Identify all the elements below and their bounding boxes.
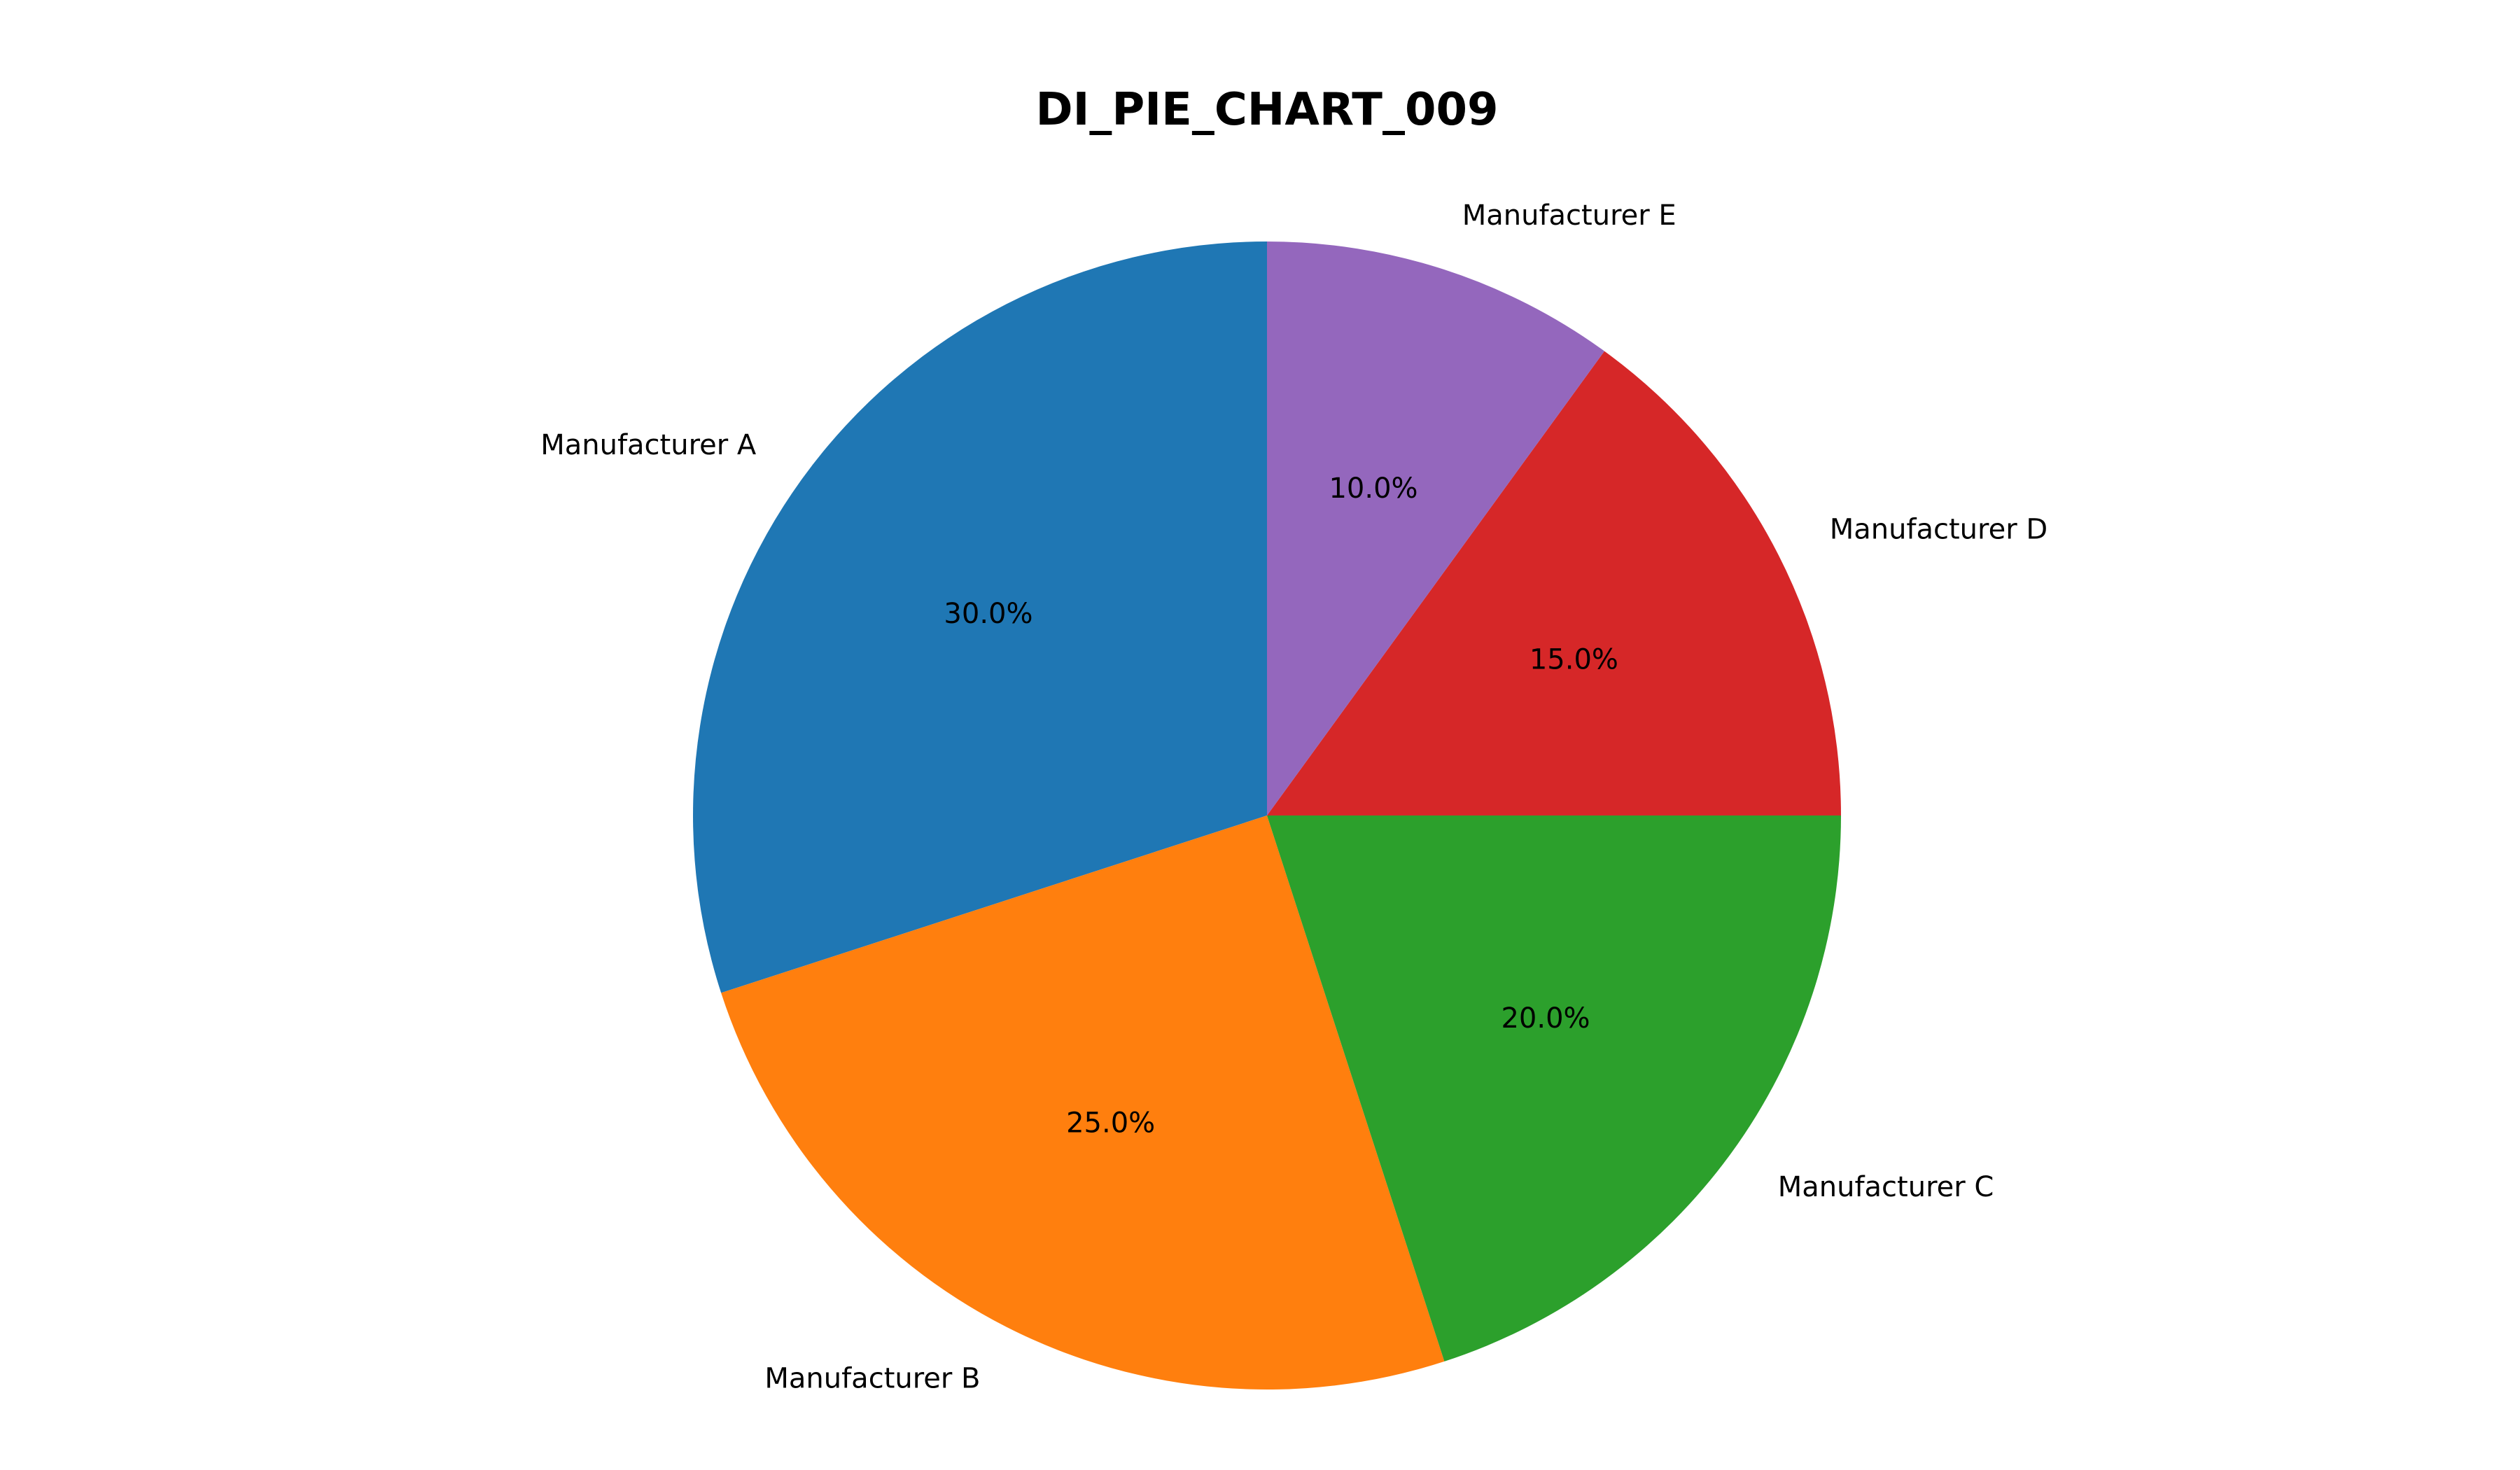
- slice-label: Manufacturer D: [1830, 514, 2047, 546]
- slice-label: Manufacturer E: [1462, 200, 1676, 232]
- slice-percent-label: 15.0%: [1530, 644, 1618, 676]
- slices-layer: [693, 241, 1841, 1390]
- pie-slice-manufacturer-a: [693, 241, 1267, 993]
- chart-title: DI_PIE_CHART_009: [1035, 84, 1498, 136]
- slice-percent-label: 25.0%: [1066, 1107, 1155, 1139]
- pie-slice-manufacturer-b: [721, 816, 1445, 1390]
- slice-percent-label: 10.0%: [1329, 472, 1418, 505]
- slice-label: Manufacturer B: [764, 1363, 980, 1395]
- slice-percent-label: 20.0%: [1501, 1002, 1590, 1035]
- slice-label: Manufacturer A: [540, 429, 757, 461]
- labels-layer: Manufacturer A 30.0% Manufacturer B 25.0% Ma…: [540, 200, 2047, 1395]
- pie-slice-manufacturer-e: [1267, 241, 1604, 816]
- pie-slice-manufacturer-c: [1267, 816, 1841, 1362]
- slice-percent-label: 30.0%: [944, 598, 1032, 630]
- pie-slice-manufacturer-d: [1267, 351, 1841, 816]
- slice-label: Manufacturer C: [1778, 1171, 1994, 1203]
